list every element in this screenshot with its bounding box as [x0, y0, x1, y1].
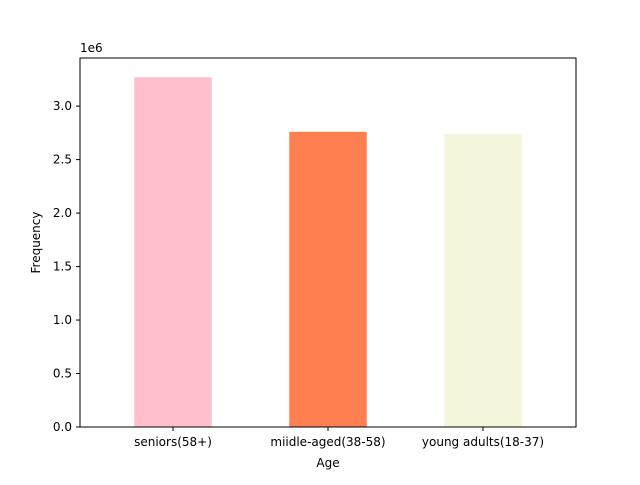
x-tick-label: miidle-aged(38-58) [270, 435, 385, 449]
bar-0 [134, 77, 212, 428]
y-offset-label: 1e6 [80, 41, 103, 55]
y-tick-label: 0.5 [53, 367, 72, 381]
x-axis-ticks: seniors(58+) miidle-aged(38-58) young adul… [134, 427, 544, 449]
axes-frame [79, 57, 577, 428]
y-tick-label: 1.5 [53, 260, 72, 274]
y-tick-label: 0.0 [53, 420, 72, 434]
y-tick-label: 2.5 [53, 153, 72, 167]
y-axis-ticks: 0.0 0.5 1.0 1.5 2.0 2.5 3.0 [53, 99, 80, 434]
y-tick-label: 2.0 [53, 206, 72, 220]
x-tick-label: seniors(58+) [134, 435, 212, 449]
y-tick-label: 1.0 [53, 313, 72, 327]
bar-2 [444, 133, 522, 427]
y-tick-label: 3.0 [53, 99, 72, 113]
y-axis-label: Frequency [29, 212, 43, 274]
bar-1 [289, 131, 367, 428]
x-tick-label: young adults(18-37) [422, 435, 544, 449]
bars [134, 77, 522, 428]
x-axis-label: Age [316, 456, 339, 470]
